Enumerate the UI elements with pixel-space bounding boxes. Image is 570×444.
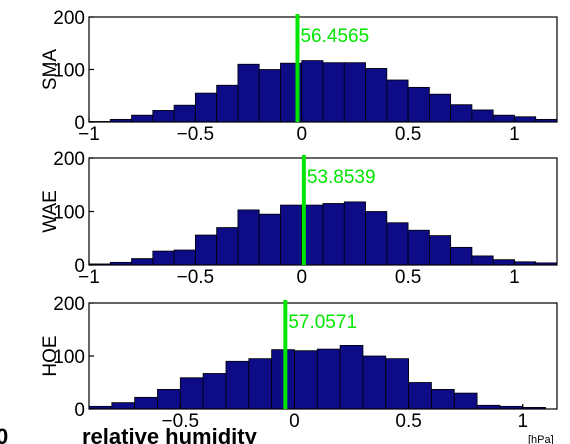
y-tick-label: 100 <box>53 203 85 224</box>
y-tick-label: 100 <box>53 61 85 82</box>
x-tick-label: 1 <box>517 411 528 432</box>
x-tick-label: 1 <box>509 267 520 288</box>
histogram-bar <box>407 86 430 123</box>
y-axis-label: SMA <box>40 49 61 91</box>
x-tick-label: −1 <box>78 124 100 145</box>
histogram-bar <box>471 109 494 123</box>
figure-caption-prefix: 0 <box>0 424 8 444</box>
histogram-bar <box>450 104 473 123</box>
histogram-bar <box>471 255 494 266</box>
x-tick-label: −0.5 <box>162 411 200 432</box>
y-tick-label: 200 <box>53 8 85 29</box>
histogram-bar <box>407 229 430 266</box>
x-tick-label: 0 <box>289 411 300 432</box>
histogram-bar <box>365 211 388 266</box>
histogram-bar <box>216 84 239 123</box>
histogram-bar <box>301 60 324 123</box>
y-axis-label: HOE <box>40 335 61 376</box>
histogram-bar <box>343 62 366 123</box>
histogram-bar <box>450 246 473 266</box>
y-tick-label: 0 <box>74 113 85 134</box>
mean-value-label: 56.4565 <box>300 26 369 47</box>
histogram-bar <box>343 201 366 266</box>
panel-hoe: 0 100 200 −0.5 0 0.5 1 HOE 57.0571 <box>40 294 558 432</box>
histogram-bar <box>248 358 273 410</box>
panel-sma: 0 100 200 −1 −0.5 0 0.5 1 SMA 56.4565 <box>40 8 558 145</box>
histogram-bar <box>492 259 515 266</box>
histogram-bar <box>216 227 239 266</box>
histogram-bar <box>408 382 432 410</box>
histogram-bar <box>280 204 303 266</box>
histogram-bar <box>131 114 154 123</box>
histogram-bar <box>225 360 250 410</box>
y-tick-label: 200 <box>53 149 85 170</box>
figure-caption: relative humidity <box>82 424 258 444</box>
y-tick-label: 0 <box>74 256 85 277</box>
mean-value-label: 57.0571 <box>288 312 357 333</box>
x-tick-label: 0 <box>296 267 307 288</box>
histogram-bar <box>322 203 345 266</box>
x-tick-label: 0 <box>296 124 307 145</box>
y-axis-label: WAE <box>40 190 61 233</box>
histogram-bar <box>194 234 218 266</box>
histogram-bar <box>152 250 175 266</box>
histogram-bar <box>258 69 281 123</box>
x-tick-label: 0.5 <box>395 411 421 432</box>
histogram-bar <box>322 62 345 123</box>
histogram-bar <box>428 93 452 123</box>
x-tick-label: 1 <box>509 124 520 145</box>
histogram-bar <box>179 377 204 410</box>
histogram-bar <box>111 402 136 410</box>
histogram-bar <box>316 348 341 410</box>
histogram-bar <box>362 355 387 410</box>
x-tick-label: 0.5 <box>395 124 421 145</box>
histogram-bar <box>492 114 515 123</box>
histogram-bar <box>157 388 181 410</box>
histogram-bar <box>385 358 410 410</box>
x-tick-label: 0.5 <box>395 267 421 288</box>
x-tick-label: −0.5 <box>177 124 215 145</box>
histogram-bar <box>173 104 196 123</box>
histogram-bar <box>271 349 295 410</box>
histogram-bar <box>173 249 196 266</box>
histogram-bar <box>131 258 154 266</box>
histogram-bar <box>428 235 452 266</box>
histogram-bar <box>134 396 158 410</box>
histogram-bar <box>453 392 478 410</box>
panel-wae: 0 100 200 −1 −0.5 0 0.5 1 WAE 53.8539 <box>40 149 558 288</box>
histogram-bar <box>514 116 537 123</box>
histogram-bar <box>258 213 281 266</box>
y-tick-label: 0 <box>74 400 85 421</box>
histogram-bar <box>237 209 260 266</box>
histogram-bar <box>339 344 364 410</box>
y-tick-label: 200 <box>53 294 85 315</box>
x-tick-label: −0.5 <box>177 267 215 288</box>
histogram-bar <box>152 110 175 123</box>
x-tick-label: −1 <box>78 267 100 288</box>
mean-value-label: 53.8539 <box>307 167 376 188</box>
histogram-bar <box>194 92 218 123</box>
histogram-bar <box>365 68 388 123</box>
y-tick-label: 100 <box>53 347 85 368</box>
histogram-bar <box>237 63 260 123</box>
histogram-bar <box>294 350 318 410</box>
histogram-bar <box>431 388 455 410</box>
histogram-bar <box>386 79 409 123</box>
histogram-bar <box>202 373 227 410</box>
histogram-bar <box>386 222 409 266</box>
unit-label: [hPa] <box>528 434 554 444</box>
